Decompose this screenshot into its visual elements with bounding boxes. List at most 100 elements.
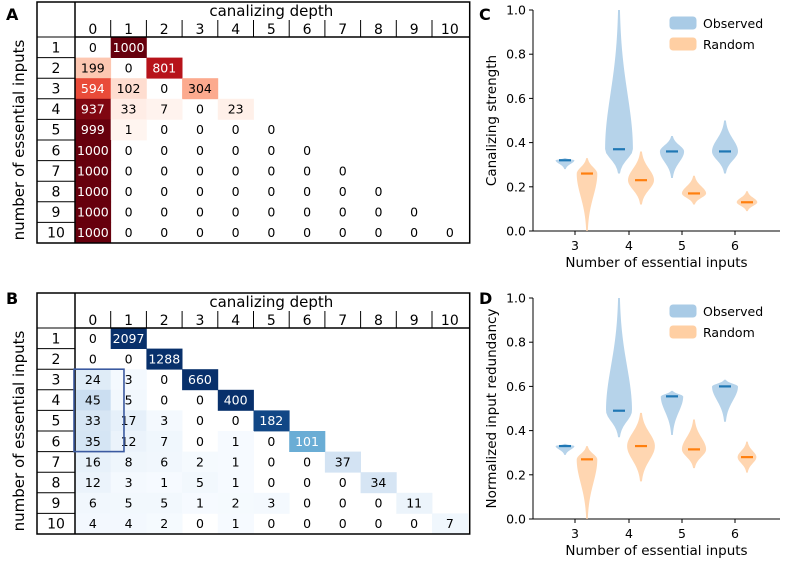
violin-observed [712,120,738,174]
cell-value: 0 [196,205,204,220]
heatmap-cell [75,222,112,244]
cell-value: 0 [339,496,347,511]
cell-value: 0 [446,225,454,240]
cell-value: 0 [125,60,133,75]
cell-value: 0 [232,413,240,428]
heatmap-cell [75,389,112,411]
cell-value: 1000 [77,143,109,158]
heatmap-xlabel: canalizing depth [209,293,333,311]
heatmap-cell [217,513,254,535]
column-label: 8 [374,22,383,38]
heatmap-ylabel: number of essential inputs [10,330,28,531]
cell-value: 0 [374,184,382,199]
cell-value: 0 [160,143,168,158]
panel-letter-b: B [6,289,18,308]
row-label: 5 [52,414,61,430]
column-label: 6 [303,22,312,38]
cell-value: 0 [232,225,240,240]
legend-label: Observed [703,16,763,31]
row-label: 3 [52,373,61,389]
cell-value: 0 [374,496,382,511]
y-tick-label: 0.4 [506,135,526,150]
cell-value: 0 [196,225,204,240]
legend-label: Random [703,325,755,340]
violin-random [576,446,598,519]
y-tick-label: 0.2 [506,179,526,194]
cell-value: 0 [232,122,240,137]
cell-value: 1 [232,434,240,449]
cell-value: 0 [339,516,347,531]
cell-value: 0 [160,184,168,199]
cell-value: 0 [232,205,240,220]
heatmap-cell [110,513,147,535]
cell-value: 4 [125,516,133,531]
x-tick-label: 4 [625,238,633,253]
cell-value: 1 [232,475,240,490]
cell-value: 0 [303,225,311,240]
y-tick-label: 0.2 [506,467,526,482]
cell-value: 0 [303,475,311,490]
heatmap-cell [182,369,219,391]
row-label: 2 [52,352,61,368]
cell-value: 0 [125,184,133,199]
row-label: 9 [52,205,61,221]
cell-value: 0 [160,122,168,137]
cell-value: 0 [160,81,168,96]
column-label: 8 [374,313,383,329]
cell-value: 1 [232,516,240,531]
cell-value: 0 [303,205,311,220]
heatmap-cell [110,431,147,452]
cell-value: 0 [160,372,168,387]
y-tick-label: 1.0 [506,3,526,18]
heatmap-cell [110,451,147,473]
cell-value: 0 [374,205,382,220]
violin-xlabel: Number of essential inputs [565,543,747,559]
heatmap-cell [217,472,254,494]
heatmap-cell [75,410,112,432]
cell-value: 660 [188,372,212,387]
column-label: 5 [267,22,276,38]
y-tick-label: 0.4 [506,423,526,438]
heatmap-cell [75,98,112,120]
heatmap-cell [217,492,254,514]
y-tick-label: 0.8 [506,47,526,62]
cell-value: 2 [196,454,204,469]
cell-value: 1 [125,122,133,137]
x-tick-label: 5 [678,526,686,541]
cell-value: 102 [117,81,141,96]
heatmap-cell [110,119,147,141]
cell-value: 12 [121,434,137,449]
cell-value: 594 [81,81,105,96]
cell-value: 0 [267,516,275,531]
violin-observed [712,379,738,422]
cell-value: 1000 [77,205,109,220]
row-label: 4 [52,393,61,409]
column-label: 10 [441,22,459,38]
column-label: 5 [267,313,276,329]
cell-value: 101 [295,434,319,449]
heatmap-cell [110,98,147,120]
cell-value: 937 [81,102,105,117]
cell-value: 0 [160,225,168,240]
heatmap-cell [75,140,112,161]
legend-label: Random [703,37,755,52]
cell-value: 1000 [113,40,145,55]
cell-value: 0 [267,434,275,449]
heatmap-cell [110,369,147,391]
heatmap-cell [182,451,219,473]
cell-value: 0 [196,143,204,158]
heatmap-cell [146,431,183,452]
violin-observed [605,10,633,174]
cell-value: 5 [196,475,204,490]
cell-value: 0 [89,331,97,346]
panel-letter-d: D [479,289,492,308]
heatmap-cell [75,119,112,141]
cell-value: 3 [125,475,133,490]
cell-value: 1288 [148,351,180,366]
heatmap-cell [253,410,290,432]
cell-value: 0 [410,205,418,220]
row-label: 10 [47,517,65,533]
heatmap-cell [110,410,147,432]
x-tick-label: 3 [571,238,579,253]
heatmap-cell [289,431,326,452]
